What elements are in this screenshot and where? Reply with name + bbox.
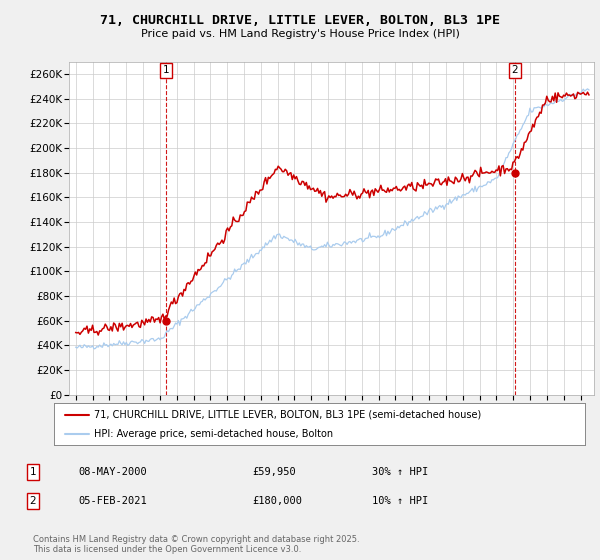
Text: 2: 2 <box>29 496 37 506</box>
Text: Price paid vs. HM Land Registry's House Price Index (HPI): Price paid vs. HM Land Registry's House … <box>140 29 460 39</box>
Text: 71, CHURCHILL DRIVE, LITTLE LEVER, BOLTON, BL3 1PE: 71, CHURCHILL DRIVE, LITTLE LEVER, BOLTO… <box>100 14 500 27</box>
Text: 05-FEB-2021: 05-FEB-2021 <box>78 496 147 506</box>
Text: 1: 1 <box>163 65 169 75</box>
Text: £59,950: £59,950 <box>252 467 296 477</box>
Text: 08-MAY-2000: 08-MAY-2000 <box>78 467 147 477</box>
Text: Contains HM Land Registry data © Crown copyright and database right 2025.
This d: Contains HM Land Registry data © Crown c… <box>33 535 359 554</box>
Text: £180,000: £180,000 <box>252 496 302 506</box>
Text: 10% ↑ HPI: 10% ↑ HPI <box>372 496 428 506</box>
Text: 30% ↑ HPI: 30% ↑ HPI <box>372 467 428 477</box>
Text: 71, CHURCHILL DRIVE, LITTLE LEVER, BOLTON, BL3 1PE (semi-detached house): 71, CHURCHILL DRIVE, LITTLE LEVER, BOLTO… <box>94 409 481 419</box>
Text: HPI: Average price, semi-detached house, Bolton: HPI: Average price, semi-detached house,… <box>94 429 333 439</box>
Text: 2: 2 <box>511 65 518 75</box>
Text: 1: 1 <box>29 467 37 477</box>
